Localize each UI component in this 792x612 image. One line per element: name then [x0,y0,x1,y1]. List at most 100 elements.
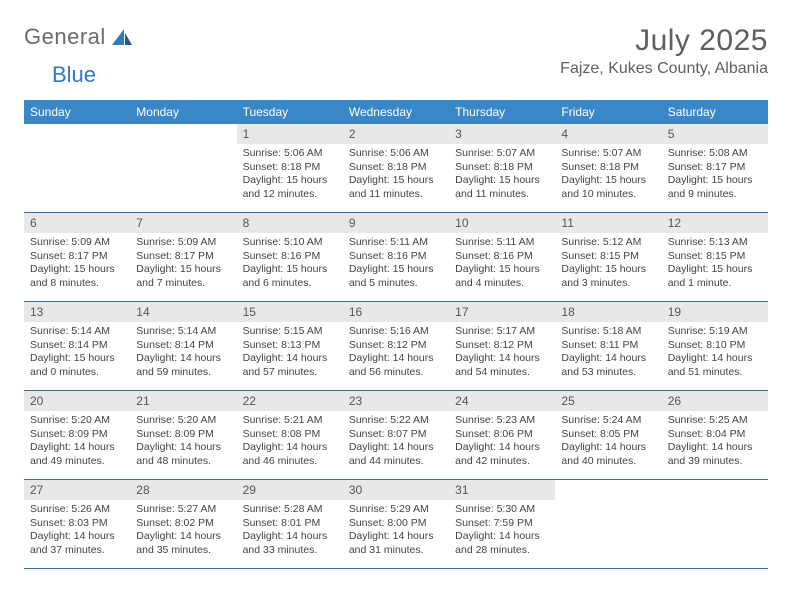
day-number: 12 [662,213,768,233]
day-details: Sunrise: 5:12 AMSunset: 8:15 PMDaylight:… [555,233,661,297]
day-cell: 10Sunrise: 5:11 AMSunset: 8:16 PMDayligh… [449,213,555,301]
day-cell: 9Sunrise: 5:11 AMSunset: 8:16 PMDaylight… [343,213,449,301]
day-details: Sunrise: 5:11 AMSunset: 8:16 PMDaylight:… [343,233,449,297]
day-cell: 26Sunrise: 5:25 AMSunset: 8:04 PMDayligh… [662,391,768,479]
day-details: Sunrise: 5:21 AMSunset: 8:08 PMDaylight:… [237,411,343,475]
day-cell: 24Sunrise: 5:23 AMSunset: 8:06 PMDayligh… [449,391,555,479]
day-details: Sunrise: 5:20 AMSunset: 8:09 PMDaylight:… [130,411,236,475]
day-cell: . [662,480,768,568]
day-number: 26 [662,391,768,411]
month-title: July 2025 [560,24,768,58]
day-cell: 27Sunrise: 5:26 AMSunset: 8:03 PMDayligh… [24,480,130,568]
day-details: Sunrise: 5:07 AMSunset: 8:18 PMDaylight:… [449,144,555,208]
day-cell: . [555,480,661,568]
weeks-container: ..1Sunrise: 5:06 AMSunset: 8:18 PMDaylig… [24,124,768,569]
day-number: 28 [130,480,236,500]
weekday-tue: Tuesday [237,100,343,124]
day-details: Sunrise: 5:20 AMSunset: 8:09 PMDaylight:… [24,411,130,475]
day-details: Sunrise: 5:17 AMSunset: 8:12 PMDaylight:… [449,322,555,386]
day-number: 21 [130,391,236,411]
day-details: Sunrise: 5:28 AMSunset: 8:01 PMDaylight:… [237,500,343,564]
day-number: 17 [449,302,555,322]
day-number: 16 [343,302,449,322]
day-details: Sunrise: 5:18 AMSunset: 8:11 PMDaylight:… [555,322,661,386]
day-details: Sunrise: 5:29 AMSunset: 8:00 PMDaylight:… [343,500,449,564]
day-number: 2 [343,124,449,144]
weekday-sun: Sunday [24,100,130,124]
weekday-sat: Saturday [662,100,768,124]
day-cell: 1Sunrise: 5:06 AMSunset: 8:18 PMDaylight… [237,124,343,212]
day-details: Sunrise: 5:22 AMSunset: 8:07 PMDaylight:… [343,411,449,475]
day-cell: 14Sunrise: 5:14 AMSunset: 8:14 PMDayligh… [130,302,236,390]
day-details: Sunrise: 5:08 AMSunset: 8:17 PMDaylight:… [662,144,768,208]
weekday-header: Sunday Monday Tuesday Wednesday Thursday… [24,100,768,124]
day-cell: 4Sunrise: 5:07 AMSunset: 8:18 PMDaylight… [555,124,661,212]
day-details: Sunrise: 5:06 AMSunset: 8:18 PMDaylight:… [237,144,343,208]
day-number: 3 [449,124,555,144]
day-number: 27 [24,480,130,500]
day-number: 19 [662,302,768,322]
day-number: 25 [555,391,661,411]
logo: General [24,24,134,50]
day-cell: 12Sunrise: 5:13 AMSunset: 8:15 PMDayligh… [662,213,768,301]
week-row: 13Sunrise: 5:14 AMSunset: 8:14 PMDayligh… [24,302,768,391]
weekday-wed: Wednesday [343,100,449,124]
day-cell: 21Sunrise: 5:20 AMSunset: 8:09 PMDayligh… [130,391,236,479]
day-details: Sunrise: 5:09 AMSunset: 8:17 PMDaylight:… [130,233,236,297]
day-details: Sunrise: 5:11 AMSunset: 8:16 PMDaylight:… [449,233,555,297]
day-details: Sunrise: 5:15 AMSunset: 8:13 PMDaylight:… [237,322,343,386]
day-cell: . [24,124,130,212]
day-cell: 5Sunrise: 5:08 AMSunset: 8:17 PMDaylight… [662,124,768,212]
calendar: Sunday Monday Tuesday Wednesday Thursday… [24,100,768,569]
day-number: 6 [24,213,130,233]
day-details: Sunrise: 5:14 AMSunset: 8:14 PMDaylight:… [130,322,236,386]
day-cell: 7Sunrise: 5:09 AMSunset: 8:17 PMDaylight… [130,213,236,301]
day-details: Sunrise: 5:14 AMSunset: 8:14 PMDaylight:… [24,322,130,386]
day-cell: . [130,124,236,212]
day-cell: 31Sunrise: 5:30 AMSunset: 7:59 PMDayligh… [449,480,555,568]
day-details: Sunrise: 5:19 AMSunset: 8:10 PMDaylight:… [662,322,768,386]
day-number: 4 [555,124,661,144]
day-details: Sunrise: 5:09 AMSunset: 8:17 PMDaylight:… [24,233,130,297]
day-details: Sunrise: 5:25 AMSunset: 8:04 PMDaylight:… [662,411,768,475]
logo-sail-icon [110,27,134,47]
week-row: ..1Sunrise: 5:06 AMSunset: 8:18 PMDaylig… [24,124,768,213]
day-number: 24 [449,391,555,411]
day-details: Sunrise: 5:10 AMSunset: 8:16 PMDaylight:… [237,233,343,297]
day-details: Sunrise: 5:06 AMSunset: 8:18 PMDaylight:… [343,144,449,208]
day-cell: 13Sunrise: 5:14 AMSunset: 8:14 PMDayligh… [24,302,130,390]
day-number: 23 [343,391,449,411]
day-number: 22 [237,391,343,411]
day-details: Sunrise: 5:27 AMSunset: 8:02 PMDaylight:… [130,500,236,564]
day-details: Sunrise: 5:13 AMSunset: 8:15 PMDaylight:… [662,233,768,297]
day-number: 9 [343,213,449,233]
day-cell: 15Sunrise: 5:15 AMSunset: 8:13 PMDayligh… [237,302,343,390]
day-details: Sunrise: 5:16 AMSunset: 8:12 PMDaylight:… [343,322,449,386]
day-details: Sunrise: 5:23 AMSunset: 8:06 PMDaylight:… [449,411,555,475]
day-details: Sunrise: 5:24 AMSunset: 8:05 PMDaylight:… [555,411,661,475]
day-number: 5 [662,124,768,144]
day-cell: 28Sunrise: 5:27 AMSunset: 8:02 PMDayligh… [130,480,236,568]
day-cell: 6Sunrise: 5:09 AMSunset: 8:17 PMDaylight… [24,213,130,301]
day-number: 10 [449,213,555,233]
day-number: 29 [237,480,343,500]
day-cell: 22Sunrise: 5:21 AMSunset: 8:08 PMDayligh… [237,391,343,479]
weekday-mon: Monday [130,100,236,124]
day-number: 20 [24,391,130,411]
day-number: 14 [130,302,236,322]
day-cell: 8Sunrise: 5:10 AMSunset: 8:16 PMDaylight… [237,213,343,301]
day-number: 1 [237,124,343,144]
week-row: 20Sunrise: 5:20 AMSunset: 8:09 PMDayligh… [24,391,768,480]
day-details: Sunrise: 5:26 AMSunset: 8:03 PMDaylight:… [24,500,130,564]
day-details: Sunrise: 5:30 AMSunset: 7:59 PMDaylight:… [449,500,555,564]
day-number: 15 [237,302,343,322]
day-cell: 19Sunrise: 5:19 AMSunset: 8:10 PMDayligh… [662,302,768,390]
day-cell: 20Sunrise: 5:20 AMSunset: 8:09 PMDayligh… [24,391,130,479]
day-cell: 3Sunrise: 5:07 AMSunset: 8:18 PMDaylight… [449,124,555,212]
day-number: 31 [449,480,555,500]
day-cell: 23Sunrise: 5:22 AMSunset: 8:07 PMDayligh… [343,391,449,479]
logo-text-general: General [24,24,106,50]
day-number: 13 [24,302,130,322]
week-row: 6Sunrise: 5:09 AMSunset: 8:17 PMDaylight… [24,213,768,302]
day-cell: 16Sunrise: 5:16 AMSunset: 8:12 PMDayligh… [343,302,449,390]
